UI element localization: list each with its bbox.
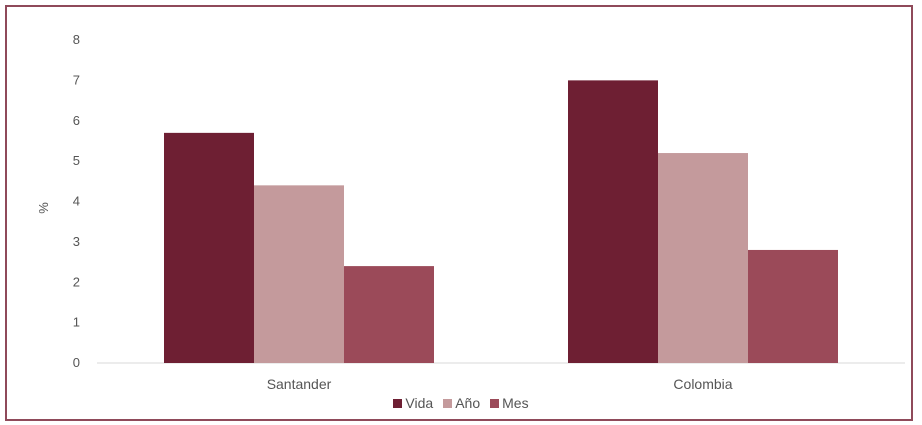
legend-item: Vida <box>393 395 433 411</box>
category-labels: Santander Colombia <box>267 376 733 392</box>
bar-ao-santander <box>254 185 344 363</box>
y-axis-ticks: 0 1 2 3 4 5 6 7 8 <box>73 32 80 370</box>
legend-label: Mes <box>502 395 529 411</box>
y-tick-label: 2 <box>73 274 80 289</box>
y-tick-label: 4 <box>73 194 80 209</box>
legend: Vida Año Mes <box>0 395 922 411</box>
legend-label: Vida <box>405 395 434 411</box>
y-tick-label: 5 <box>73 153 80 168</box>
y-tick-label: 8 <box>73 32 80 47</box>
legend-swatch <box>393 398 403 408</box>
category-label: Santander <box>267 376 332 392</box>
legend-swatch <box>443 398 453 408</box>
bars-group <box>164 80 838 363</box>
bar-vida-santander <box>164 132 254 363</box>
bar-vida-colombia <box>568 80 658 363</box>
legend-label: Año <box>455 395 481 411</box>
y-tick-label: 7 <box>73 72 80 87</box>
bar-ao-colombia <box>658 153 748 363</box>
y-tick-label: 1 <box>73 315 80 330</box>
legend-item: Año <box>443 395 480 411</box>
bar-mes-santander <box>344 266 434 363</box>
y-tick-label: 0 <box>73 355 80 370</box>
category-label: Colombia <box>673 376 732 392</box>
y-axis-label: % <box>36 202 51 214</box>
legend-item: Mes <box>490 395 529 411</box>
y-tick-label: 3 <box>73 234 80 249</box>
bar-mes-colombia <box>748 249 838 363</box>
y-tick-label: 6 <box>73 113 80 128</box>
legend-swatch <box>490 398 500 408</box>
